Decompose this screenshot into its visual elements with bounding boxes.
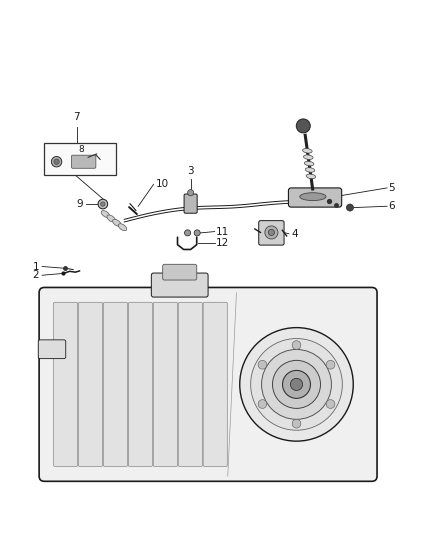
Circle shape <box>187 190 194 196</box>
Text: 4: 4 <box>291 229 298 239</box>
FancyBboxPatch shape <box>178 302 202 466</box>
Circle shape <box>346 204 353 211</box>
Circle shape <box>268 229 275 236</box>
Text: 12: 12 <box>216 238 229 248</box>
FancyBboxPatch shape <box>71 155 96 168</box>
Ellipse shape <box>118 224 127 231</box>
Text: 10: 10 <box>155 179 169 189</box>
FancyBboxPatch shape <box>53 302 78 466</box>
Text: 1: 1 <box>32 262 39 271</box>
FancyBboxPatch shape <box>184 194 197 213</box>
Text: 5: 5 <box>389 183 395 193</box>
Circle shape <box>283 370 311 398</box>
Circle shape <box>240 328 353 441</box>
Circle shape <box>258 360 267 369</box>
Ellipse shape <box>305 168 315 172</box>
Text: 8: 8 <box>78 145 85 154</box>
FancyBboxPatch shape <box>151 273 208 297</box>
Ellipse shape <box>113 220 121 227</box>
Circle shape <box>184 230 191 236</box>
Ellipse shape <box>306 174 316 179</box>
FancyBboxPatch shape <box>153 302 177 466</box>
Ellipse shape <box>304 161 314 166</box>
Circle shape <box>54 159 59 164</box>
Ellipse shape <box>303 149 312 153</box>
Circle shape <box>251 338 343 430</box>
Text: 11: 11 <box>216 227 229 237</box>
FancyBboxPatch shape <box>103 302 127 466</box>
Circle shape <box>296 119 310 133</box>
FancyBboxPatch shape <box>288 188 342 207</box>
Text: 6: 6 <box>389 201 395 211</box>
Text: 3: 3 <box>187 166 194 176</box>
Circle shape <box>258 400 267 408</box>
FancyBboxPatch shape <box>39 287 377 481</box>
FancyBboxPatch shape <box>128 302 152 466</box>
Circle shape <box>261 350 332 419</box>
Circle shape <box>326 360 335 369</box>
Text: 9: 9 <box>76 199 83 209</box>
Ellipse shape <box>300 193 326 200</box>
Circle shape <box>101 202 105 206</box>
FancyBboxPatch shape <box>203 302 227 466</box>
Text: 2: 2 <box>32 270 39 280</box>
Circle shape <box>265 226 278 239</box>
Ellipse shape <box>107 215 115 222</box>
Circle shape <box>194 230 200 236</box>
Circle shape <box>290 378 303 391</box>
Circle shape <box>98 199 108 209</box>
Circle shape <box>272 360 321 408</box>
Text: 7: 7 <box>74 112 80 123</box>
Bar <box>44 143 117 175</box>
FancyBboxPatch shape <box>162 264 197 280</box>
Circle shape <box>292 419 301 428</box>
Ellipse shape <box>304 155 313 159</box>
FancyBboxPatch shape <box>38 340 66 359</box>
FancyBboxPatch shape <box>259 221 284 245</box>
Circle shape <box>292 341 301 350</box>
Circle shape <box>51 157 62 167</box>
FancyBboxPatch shape <box>78 302 102 466</box>
Circle shape <box>326 400 335 408</box>
Ellipse shape <box>101 211 110 217</box>
